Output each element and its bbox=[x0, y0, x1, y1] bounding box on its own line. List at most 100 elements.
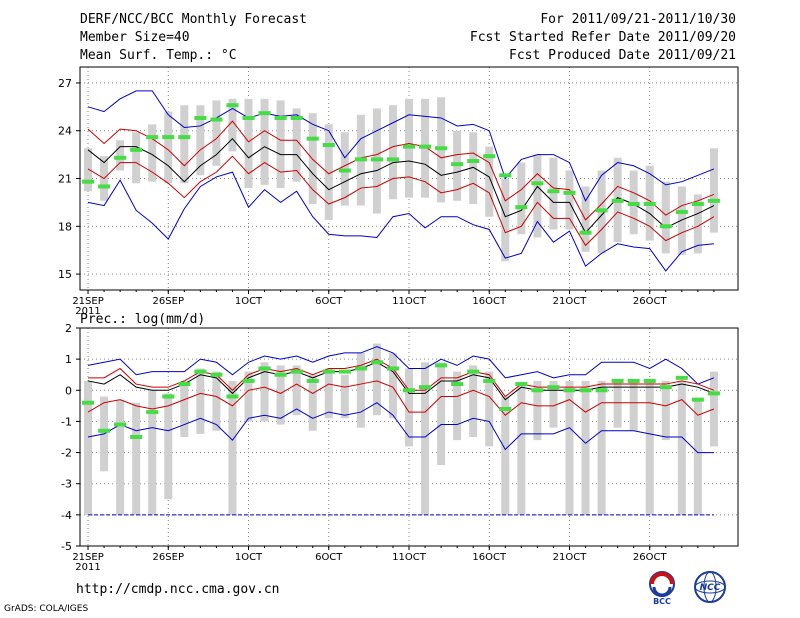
observed-marker bbox=[370, 157, 383, 162]
observed-marker bbox=[627, 378, 640, 383]
spread-box bbox=[308, 113, 317, 204]
y-tick-label: 21 bbox=[58, 173, 72, 186]
spread-box bbox=[533, 154, 542, 238]
observed-marker bbox=[386, 157, 399, 162]
x-tick-label: 1OCT bbox=[235, 296, 263, 307]
spread-box bbox=[276, 100, 285, 189]
observed-marker bbox=[643, 378, 656, 383]
spread-box bbox=[565, 380, 574, 515]
observed-marker bbox=[691, 201, 704, 206]
spread-box bbox=[517, 162, 526, 235]
observed-marker bbox=[82, 179, 95, 184]
figure-title: DERF/NCC/BCC Monthly Forecast bbox=[80, 12, 307, 27]
spread-box bbox=[501, 396, 510, 515]
spread-box bbox=[116, 140, 125, 171]
observed-marker bbox=[563, 388, 576, 393]
spread-box bbox=[308, 374, 317, 431]
spread-box bbox=[164, 111, 173, 184]
observed-marker bbox=[306, 136, 319, 141]
spread-box bbox=[388, 105, 397, 200]
spread-box bbox=[677, 380, 686, 515]
inner-lower-line bbox=[87, 155, 715, 247]
observed-marker bbox=[210, 372, 223, 377]
spread-box bbox=[244, 98, 253, 189]
y-tick-label: 18 bbox=[58, 220, 72, 233]
precip-panel-title: Prec.: log(mm/d) bbox=[80, 312, 205, 327]
spread-box bbox=[196, 368, 205, 434]
spread-box bbox=[469, 365, 478, 437]
spread-box bbox=[533, 380, 542, 441]
x-tick-label: 21SEP bbox=[72, 552, 103, 563]
y-tick-label: 24 bbox=[58, 125, 72, 138]
observed-marker bbox=[258, 111, 271, 116]
outer-lower-line bbox=[87, 171, 714, 272]
observed-marker bbox=[515, 205, 528, 210]
spread-box bbox=[132, 402, 141, 515]
spread-box bbox=[549, 380, 558, 428]
spread-box bbox=[244, 371, 253, 422]
outer-lower-line bbox=[87, 402, 714, 454]
observed-marker bbox=[467, 369, 480, 374]
observed-marker bbox=[595, 208, 608, 213]
observed-marker bbox=[322, 143, 335, 148]
observed-marker bbox=[290, 115, 303, 120]
observed-marker bbox=[435, 146, 448, 151]
observed-marker bbox=[386, 366, 399, 371]
ensemble-mean-line bbox=[87, 137, 715, 234]
spread-box bbox=[84, 148, 93, 192]
spread-box bbox=[437, 362, 446, 466]
spread-box bbox=[453, 371, 462, 441]
observed-marker bbox=[515, 382, 528, 387]
spread-box bbox=[661, 181, 670, 254]
y-tick-label: 0 bbox=[65, 384, 72, 397]
observed-marker bbox=[499, 406, 512, 411]
observed-marker bbox=[354, 366, 367, 371]
ncc-logo: NCC bbox=[694, 571, 726, 603]
spread-box bbox=[212, 371, 221, 431]
source-url[interactable]: http://cmdp.ncc.cma.gov.cn bbox=[76, 582, 280, 597]
inner-upper-line bbox=[87, 120, 715, 221]
member-size-label: Member Size=40 bbox=[80, 30, 190, 45]
spread-box bbox=[549, 157, 558, 230]
x-tick-label: 6OCT bbox=[315, 552, 343, 563]
spread-box bbox=[469, 132, 478, 204]
bcc-logo: BCC bbox=[649, 571, 675, 606]
observed-marker bbox=[691, 397, 704, 402]
spread-box bbox=[597, 380, 606, 515]
variable-label: Mean Surf. Temp.: °C bbox=[80, 48, 237, 63]
x-tick-sublabel: 2011 bbox=[75, 306, 100, 317]
forecast-period: For 2011/09/21-2011/10/30 bbox=[540, 12, 736, 27]
observed-marker bbox=[290, 369, 303, 374]
spread-box bbox=[388, 352, 397, 419]
spread-box bbox=[180, 105, 189, 184]
observed-marker bbox=[707, 198, 720, 203]
observed-marker bbox=[162, 394, 175, 399]
observed-marker bbox=[579, 230, 592, 235]
x-tick-label: 11OCT bbox=[392, 296, 427, 307]
x-tick-label: 6OCT bbox=[315, 296, 343, 307]
spread-box bbox=[356, 352, 365, 428]
observed-marker bbox=[354, 157, 367, 162]
observed-marker bbox=[435, 363, 448, 368]
spread-box bbox=[693, 399, 702, 515]
spread-box bbox=[292, 108, 301, 182]
produced-date: Fcst Produced Date 2011/09/21 bbox=[509, 48, 736, 63]
spread-box bbox=[228, 380, 237, 515]
observed-marker bbox=[675, 375, 688, 380]
y-tick-label: 2 bbox=[65, 322, 72, 335]
spread-box bbox=[405, 368, 413, 447]
observed-marker bbox=[242, 378, 255, 383]
chart-panel-1: 15 18 21 24 27 21SEP 26SEP 1OCT 6OCT 11OCT 16OCT 21… bbox=[58, 66, 739, 317]
observed-marker bbox=[146, 135, 159, 140]
observed-marker bbox=[194, 369, 207, 374]
spread-box bbox=[324, 368, 333, 419]
spread-box bbox=[84, 380, 93, 515]
x-tick-label: 16OCT bbox=[472, 296, 507, 307]
observed-marker bbox=[563, 190, 576, 195]
observed-marker bbox=[611, 198, 624, 203]
spread-box bbox=[709, 148, 718, 233]
observed-marker bbox=[483, 378, 496, 383]
observed-marker bbox=[162, 135, 175, 140]
observed-marker bbox=[274, 372, 287, 377]
observed-marker bbox=[226, 394, 239, 399]
